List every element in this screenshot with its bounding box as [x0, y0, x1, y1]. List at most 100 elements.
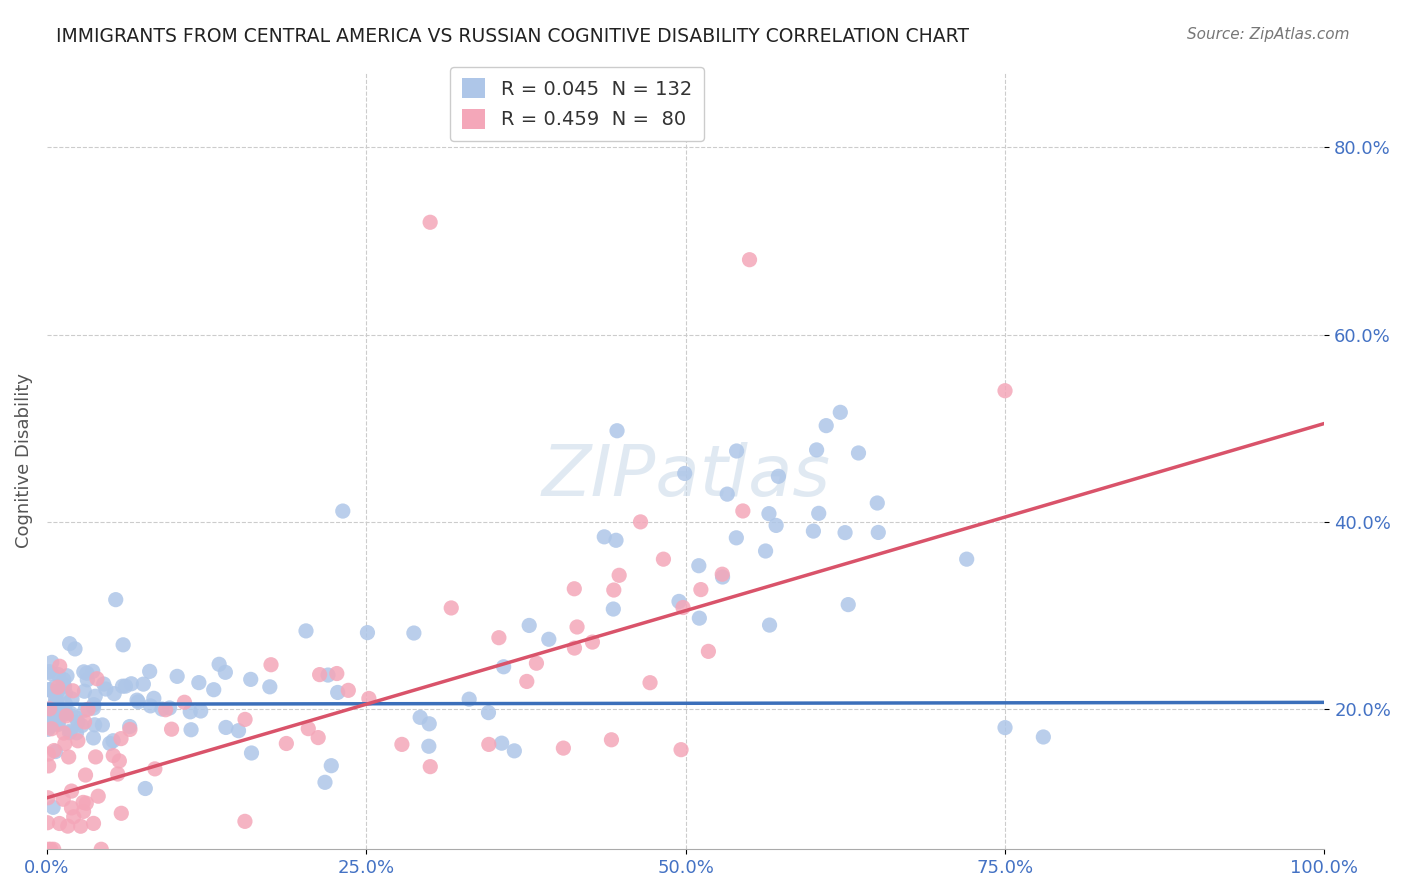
Point — [38, 665, 60, 679]
Point — [458, 692, 481, 706]
Point — [73, 665, 96, 679]
Point — [139, 698, 162, 713]
Point — [108, 754, 131, 768]
Point — [38, 702, 60, 716]
Point — [758, 618, 780, 632]
Point — [314, 775, 336, 789]
Point — [503, 744, 526, 758]
Point — [55, 697, 77, 711]
Point — [803, 524, 825, 538]
Point — [83, 701, 105, 715]
Point — [91, 718, 114, 732]
Point — [607, 568, 630, 582]
Point — [332, 504, 354, 518]
Point — [84, 750, 107, 764]
Point — [239, 673, 262, 687]
Point — [600, 732, 623, 747]
Point — [418, 716, 440, 731]
Point — [440, 601, 463, 615]
Point — [688, 611, 710, 625]
Point — [297, 722, 319, 736]
Point — [73, 703, 96, 717]
Point — [62, 683, 84, 698]
Point — [73, 684, 96, 698]
Point — [83, 718, 105, 732]
Point — [118, 720, 141, 734]
Point — [42, 842, 65, 856]
Point — [44, 680, 66, 694]
Point — [166, 669, 188, 683]
Point — [44, 743, 66, 757]
Point — [125, 693, 148, 707]
Point — [46, 667, 69, 681]
Text: Source: ZipAtlas.com: Source: ZipAtlas.com — [1187, 27, 1350, 42]
Point — [316, 668, 339, 682]
Point — [82, 665, 104, 679]
Point — [806, 442, 828, 457]
Point — [59, 706, 82, 721]
Point — [46, 680, 69, 694]
Point — [46, 717, 69, 731]
Point — [1032, 730, 1054, 744]
Point — [765, 518, 787, 533]
Point — [45, 695, 67, 709]
Point — [66, 733, 89, 747]
Point — [477, 706, 499, 720]
Point — [672, 600, 695, 615]
Point — [807, 506, 830, 520]
Point — [72, 796, 94, 810]
Point — [725, 444, 748, 458]
Point — [62, 810, 84, 824]
Point — [60, 784, 83, 798]
Point — [830, 405, 852, 419]
Point — [58, 725, 80, 739]
Point — [56, 819, 79, 833]
Point — [45, 745, 67, 759]
Point — [689, 582, 711, 597]
Point — [233, 814, 256, 829]
Point — [103, 748, 125, 763]
Point — [228, 723, 250, 738]
Point — [143, 762, 166, 776]
Point — [517, 618, 540, 632]
Point — [52, 792, 75, 806]
Point — [75, 768, 97, 782]
Point — [48, 659, 70, 673]
Point — [337, 683, 360, 698]
Point — [593, 530, 616, 544]
Point — [755, 544, 778, 558]
Point — [155, 703, 177, 717]
Point — [70, 718, 93, 732]
Point — [866, 496, 889, 510]
Point — [562, 582, 585, 596]
Point — [69, 819, 91, 833]
Point — [87, 789, 110, 804]
Point — [731, 504, 754, 518]
Point — [208, 657, 231, 672]
Point — [581, 635, 603, 649]
Point — [38, 842, 60, 856]
Point — [564, 641, 586, 656]
Point — [491, 736, 513, 750]
Point — [76, 666, 98, 681]
Point — [669, 742, 692, 756]
Point — [160, 722, 183, 736]
Point — [51, 706, 73, 721]
Point — [488, 631, 510, 645]
Point — [110, 731, 132, 746]
Point — [83, 816, 105, 830]
Point — [868, 525, 890, 540]
Point — [39, 708, 62, 723]
Point — [94, 681, 117, 696]
Point — [834, 525, 856, 540]
Point — [652, 552, 675, 566]
Point — [65, 711, 87, 725]
Point — [276, 737, 298, 751]
Point — [711, 570, 734, 584]
Point — [159, 701, 181, 715]
Point — [111, 679, 134, 693]
Point — [112, 638, 135, 652]
Point — [356, 625, 378, 640]
Point — [46, 697, 69, 711]
Point — [606, 424, 628, 438]
